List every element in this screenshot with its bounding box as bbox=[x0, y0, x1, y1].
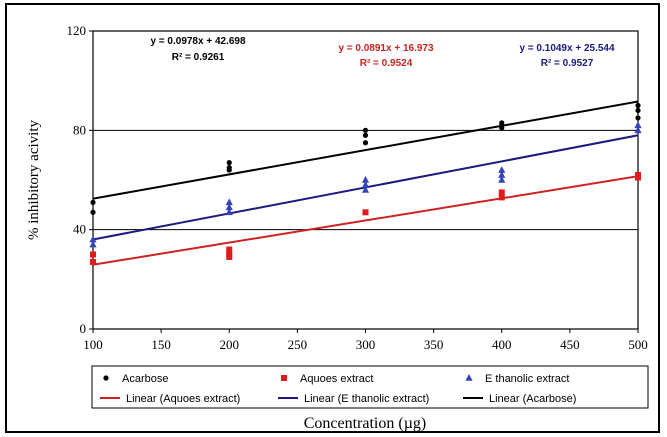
data-point-series-2 bbox=[498, 176, 506, 183]
data-point-series-2 bbox=[225, 208, 233, 216]
x-axis-label: Concentration (µg) bbox=[304, 415, 427, 432]
x-tick-label: 450 bbox=[560, 337, 580, 352]
y-tick-label: 120 bbox=[67, 23, 87, 38]
trendline-1 bbox=[92, 175, 639, 266]
data-point-series-2 bbox=[634, 121, 642, 129]
trendline-0 bbox=[92, 100, 639, 200]
x-tick-label: 350 bbox=[424, 337, 444, 352]
legend-marker bbox=[103, 375, 109, 381]
x-tick-label: 300 bbox=[356, 337, 376, 352]
y-axis-label: % inhibitory acivity bbox=[26, 120, 42, 240]
data-point-series-2 bbox=[225, 203, 233, 211]
data-point-series-0 bbox=[90, 209, 96, 215]
x-tick-label: 400 bbox=[492, 337, 512, 352]
data-point-series-2 bbox=[89, 240, 97, 248]
y-tick-label: 0 bbox=[80, 321, 87, 336]
data-point-series-0 bbox=[226, 167, 232, 173]
x-tick-label: 100 bbox=[83, 337, 103, 352]
equation-label: y = 0.0978x + 42.698 bbox=[150, 36, 246, 47]
legend-label: Aquoes extract bbox=[300, 373, 373, 385]
data-point-series-0 bbox=[362, 132, 369, 138]
r-squared-label: R² = 0.9261 bbox=[172, 52, 225, 63]
data-point-series-0 bbox=[362, 140, 369, 146]
data-point-series-1 bbox=[498, 189, 505, 196]
data-point-series-2 bbox=[361, 180, 370, 188]
r-squared-label: R² = 0.9527 bbox=[541, 58, 594, 69]
equation-label: y = 0.0891x + 16.973 bbox=[338, 43, 434, 54]
data-point-series-1 bbox=[226, 253, 233, 260]
data-point-series-2 bbox=[498, 166, 506, 173]
data-point-series-1 bbox=[635, 174, 641, 181]
data-point-series-1 bbox=[498, 194, 505, 201]
data-point-series-0 bbox=[635, 102, 641, 109]
data-point-series-2 bbox=[361, 185, 370, 193]
data-point-series-2 bbox=[361, 176, 370, 183]
x-tick-label: 150 bbox=[151, 337, 171, 352]
legend-label: Linear (E thanolic extract) bbox=[304, 393, 429, 405]
x-tick-label: 500 bbox=[628, 337, 648, 352]
y-tick-label: 80 bbox=[73, 122, 86, 137]
legend-label: Linear (Acarbose) bbox=[489, 393, 576, 405]
data-point-series-2 bbox=[498, 171, 506, 178]
equation-label: y = 0.1049x + 25.544 bbox=[519, 43, 615, 54]
legend-label: Acarbose bbox=[122, 373, 168, 385]
data-point-series-1 bbox=[90, 258, 96, 265]
data-point-series-2 bbox=[225, 198, 233, 206]
legend-marker bbox=[465, 374, 473, 381]
x-tick-label: 200 bbox=[220, 337, 240, 352]
x-tick-label: 250 bbox=[288, 337, 308, 352]
data-point-series-0 bbox=[499, 125, 505, 131]
data-point-series-0 bbox=[635, 115, 641, 121]
r-squared-label: R² = 0.9524 bbox=[360, 58, 413, 69]
legend-box bbox=[91, 365, 649, 409]
y-tick-label: 40 bbox=[73, 222, 86, 237]
data-point-series-0 bbox=[226, 160, 232, 166]
legend-label: E thanolic extract bbox=[485, 373, 569, 385]
data-point-series-0 bbox=[635, 107, 641, 114]
data-point-series-2 bbox=[89, 235, 97, 243]
data-point-series-1 bbox=[362, 209, 369, 216]
legend-label: Linear (Aquoes extract) bbox=[126, 393, 240, 405]
data-point-series-2 bbox=[634, 126, 642, 134]
chart-frame bbox=[5, 3, 660, 433]
data-point-series-1 bbox=[90, 251, 96, 258]
data-point-series-0 bbox=[362, 127, 369, 133]
legend-marker bbox=[281, 375, 287, 381]
data-point-series-0 bbox=[90, 199, 96, 205]
data-point-series-1 bbox=[226, 246, 233, 253]
